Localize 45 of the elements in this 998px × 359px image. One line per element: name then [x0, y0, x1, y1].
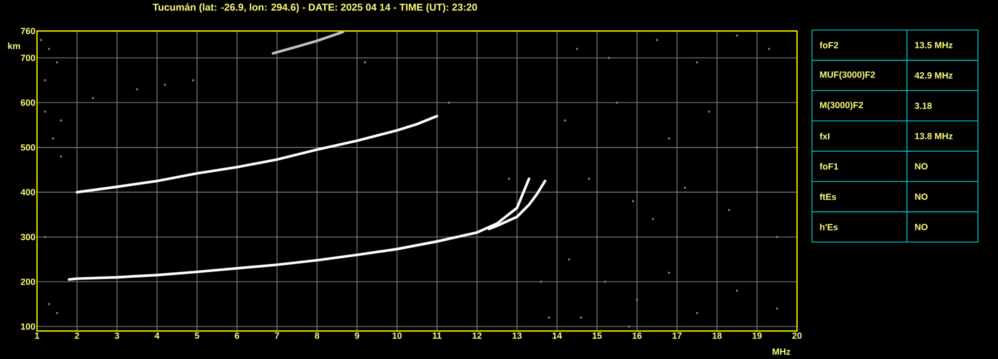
text: MUF(3000)F2 [820, 71, 875, 80]
x-tick-label: 19 [752, 332, 762, 339]
text: ftEs [820, 193, 836, 200]
text: 42.9 MHz [914, 72, 953, 79]
x-tick-label: 13 [512, 332, 522, 339]
text: NO [915, 224, 928, 230]
text: foF1 [820, 163, 838, 170]
x-tick-label: 17 [672, 332, 682, 339]
x-tick-label: 18 [712, 332, 722, 339]
text: M(3000)F2 [820, 102, 864, 110]
y-tick-label: 400 [20, 189, 36, 196]
text: 13.5 MHz [915, 42, 953, 48]
x-tick-label: 10 [392, 332, 402, 339]
text: 13.8 MHz [915, 132, 953, 140]
x-tick-label: 16 [632, 332, 642, 339]
x-tick-label: 11 [432, 332, 442, 339]
y-tick-label: 100 [21, 323, 36, 330]
x-tick-label: 8 [314, 332, 320, 339]
y-tick-label: 700 [20, 54, 36, 62]
x-tick-label: 5 [194, 332, 200, 339]
text: fxI [820, 132, 830, 140]
x-tick-label: 4 [154, 332, 160, 339]
y-tick-label: 300 [20, 234, 36, 240]
text: foF2 [820, 42, 838, 48]
x-tick-label: 6 [234, 332, 240, 339]
x-tick-label: 7 [274, 332, 280, 339]
text: h'Es [820, 224, 838, 230]
y-tick-label: 760 [20, 28, 36, 34]
y-tick-label: 500 [20, 144, 36, 151]
x-tick-label: 14 [552, 332, 562, 339]
text: NO [915, 194, 928, 200]
x-tick-label: 2 [74, 332, 80, 339]
text: 3.18 [914, 102, 932, 109]
x-tick-label: 9 [354, 332, 360, 339]
chart-title: Tucumán (lat: -26.9, lon: 294.6) - DATE: 2025 04 14 - TIME (UT): 23:20 [152, 3, 477, 13]
y-axis-title: km [8, 42, 20, 50]
x-tick-label: 15 [592, 332, 602, 339]
x-tick-label: 20 [792, 332, 802, 339]
x-axis-title: MHz [772, 348, 790, 355]
x-tick-label: 1 [35, 332, 40, 339]
y-tick-label: 600 [20, 99, 36, 106]
x-tick-label: 12 [472, 332, 482, 339]
text: NO [915, 163, 928, 170]
y-tick-label: 200 [20, 278, 36, 285]
x-tick-label: 3 [114, 332, 120, 339]
